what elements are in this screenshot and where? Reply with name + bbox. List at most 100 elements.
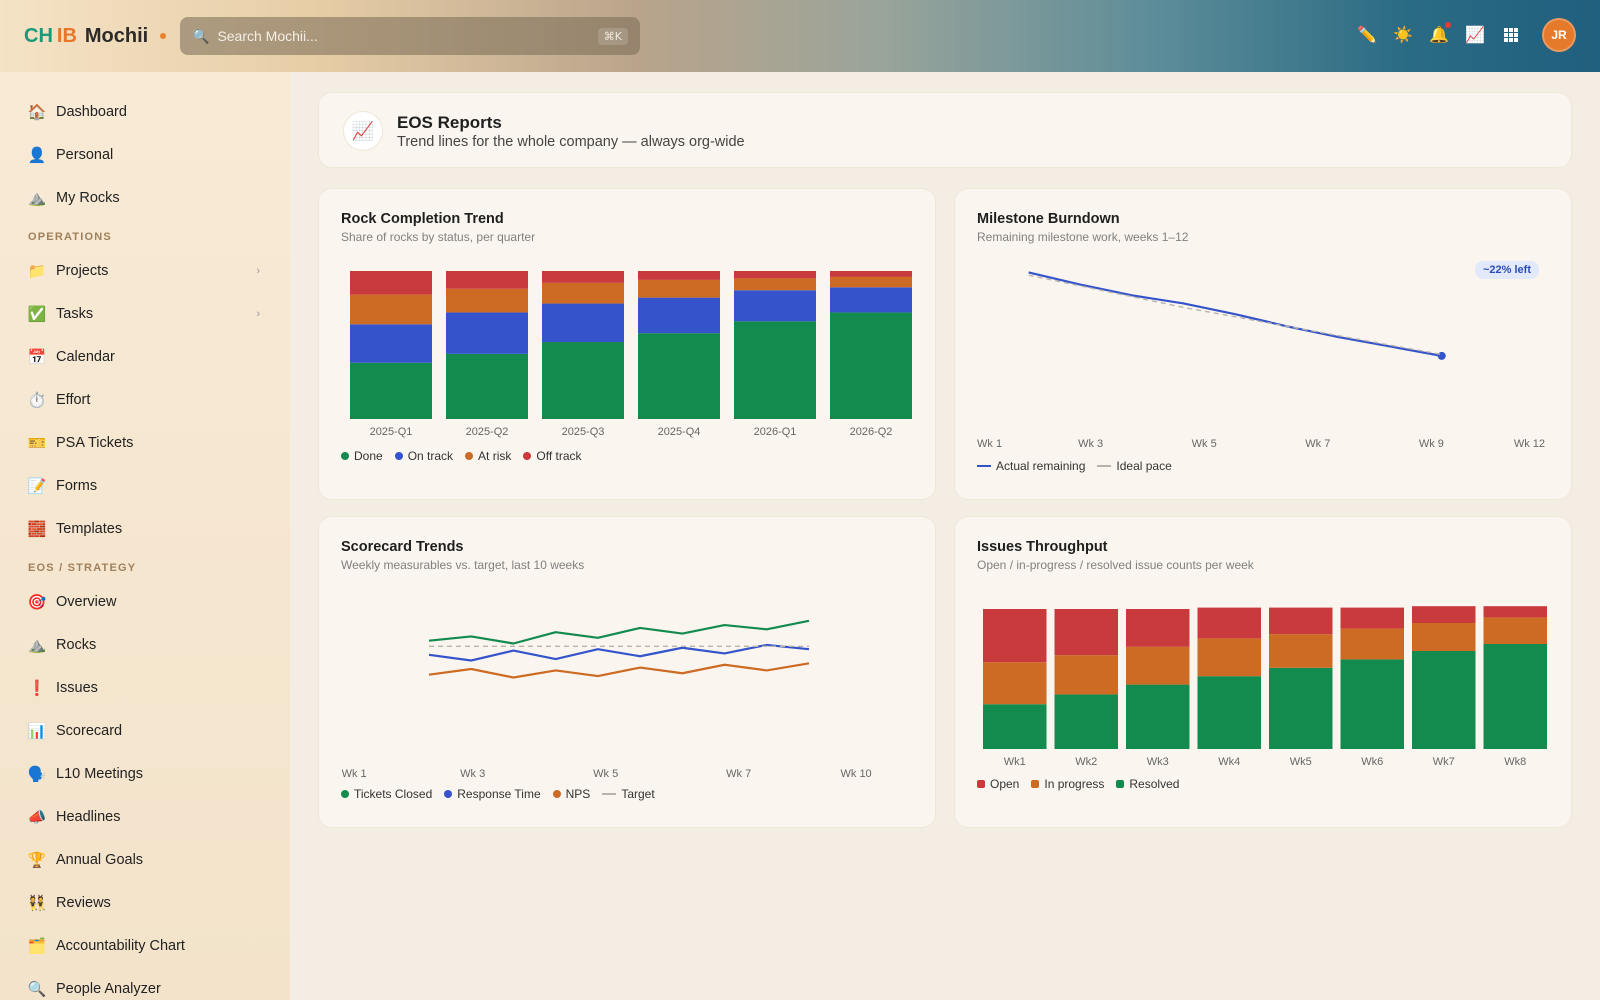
brand-name: Mochii bbox=[84, 24, 149, 47]
x-tick-label: Wk2 bbox=[1075, 756, 1097, 768]
bar-segment-open bbox=[1412, 606, 1476, 623]
legend-item-open: Open bbox=[977, 777, 1019, 791]
bar-segment-done bbox=[734, 321, 816, 419]
search-input[interactable] bbox=[217, 28, 590, 44]
sidebar-item-forms[interactable]: 📝 Forms bbox=[0, 464, 290, 507]
sidebar-item-label: Scorecard bbox=[56, 722, 123, 739]
sidebar-item-scorecard[interactable]: 📊 Scorecard bbox=[0, 709, 290, 752]
sidebar-item-l10-meetings[interactable]: 🗣️ L10 Meetings bbox=[0, 752, 290, 795]
sidebar-item-dashboard[interactable]: 🏠 Dashboard bbox=[0, 90, 290, 133]
bar-segment-at-risk bbox=[350, 294, 432, 325]
chart-legend: Tickets Closed Response Time NPS Target bbox=[341, 787, 655, 801]
chart-title: Issues Throughput bbox=[977, 539, 1108, 555]
legend-item-tickets-closed: Tickets Closed bbox=[341, 787, 432, 801]
chart-subtitle: Weekly measurables vs. target, last 10 w… bbox=[341, 558, 585, 572]
sidebar-item-my-rocks[interactable]: ⛰️ My Rocks bbox=[0, 176, 290, 219]
sidebar-item-templates[interactable]: 🧱 Templates bbox=[0, 507, 290, 550]
chart-subtitle: Share of rocks by status, per quarter bbox=[341, 230, 536, 244]
x-tick-label: 2025-Q3 bbox=[562, 426, 605, 438]
pencil-icon[interactable]: ✏️ bbox=[1357, 27, 1377, 44]
sidebar-item-effort[interactable]: ⏱️ Effort bbox=[0, 378, 290, 421]
sidebar-item-label: Projects bbox=[56, 262, 109, 279]
bar-segment-at-risk bbox=[830, 276, 912, 288]
sidebar-item-issues[interactable]: ❗ Issues bbox=[0, 666, 290, 709]
chevron-right-icon[interactable]: › bbox=[256, 307, 260, 320]
trophy-icon: 🏆 bbox=[27, 851, 47, 869]
grid-icon[interactable] bbox=[1500, 24, 1522, 46]
sidebar-item-rocks[interactable]: ⛰️ Rocks bbox=[0, 623, 290, 666]
legend-label: At risk bbox=[478, 449, 512, 463]
search-shortcut: ⌘K bbox=[597, 27, 628, 45]
x-tick-label: Wk3 bbox=[1147, 756, 1169, 768]
org-chart-icon: 🗂️ bbox=[27, 937, 47, 955]
sidebar-item-overview[interactable]: 🎯 Overview bbox=[0, 580, 290, 623]
sidebar-item-headlines[interactable]: 📣 Headlines bbox=[0, 795, 290, 838]
x-tick-label: Wk 12 bbox=[1514, 438, 1545, 450]
sidebar-item-label: Effort bbox=[56, 391, 91, 408]
chart-legend: Open In progress Resolved bbox=[977, 777, 1179, 791]
sidebar-item-label: L10 Meetings bbox=[56, 765, 144, 782]
bar-segment-off-track bbox=[830, 271, 912, 277]
target-icon: 🎯 bbox=[27, 593, 47, 611]
legend-item-nps: NPS bbox=[552, 787, 591, 801]
chart-icon[interactable]: 📈 bbox=[1465, 27, 1485, 44]
sidebar-item-label: Issues bbox=[56, 679, 98, 696]
bar-segment-off-track bbox=[542, 271, 624, 283]
bar-segment-open bbox=[1269, 607, 1333, 635]
bar-segment-off-track bbox=[350, 271, 432, 295]
legend-item-ideal: Ideal pace bbox=[1097, 459, 1172, 473]
megaphone-icon: 📣 bbox=[27, 808, 47, 826]
legend-label: Actual remaining bbox=[996, 459, 1086, 473]
avatar[interactable]: JR bbox=[1542, 18, 1576, 52]
x-tick-label: Wk 10 bbox=[841, 768, 872, 780]
bar-segment-in-progress bbox=[1197, 638, 1261, 677]
sidebar-item-label: Dashboard bbox=[56, 103, 127, 120]
legend-item-target: Target bbox=[602, 787, 655, 801]
sun-icon[interactable]: ☀️ bbox=[1393, 27, 1413, 44]
top-icons: ✏️ ☀️ 🔔 📈 JR bbox=[1356, 18, 1576, 52]
search-bar[interactable]: 🔍 ⌘K bbox=[180, 17, 640, 55]
series-line-nps bbox=[428, 662, 810, 679]
sidebar-item-personal[interactable]: 👤 Personal bbox=[0, 133, 290, 176]
x-tick-label: Wk 5 bbox=[1192, 438, 1217, 450]
remaining-badge: ~22% left bbox=[1475, 261, 1539, 279]
brand-logo[interactable]: CH IB Mochii bbox=[24, 22, 167, 50]
legend-label: NPS bbox=[565, 787, 591, 801]
bar-segment-done bbox=[638, 333, 720, 419]
legend-item-resolved: Resolved bbox=[1116, 777, 1179, 791]
memo-icon: 📝 bbox=[27, 477, 47, 495]
sidebar-item-label: Calendar bbox=[56, 348, 115, 365]
mountain-icon: ⛰️ bbox=[27, 636, 47, 654]
sidebar-item-tasks[interactable]: ✅ Tasks › bbox=[0, 292, 290, 335]
sidebar-item-annual-goals[interactable]: 🏆 Annual Goals bbox=[0, 838, 290, 881]
sidebar-item-projects[interactable]: 📁 Projects › bbox=[0, 249, 290, 292]
sidebar-item-calendar[interactable]: 📅 Calendar bbox=[0, 335, 290, 378]
x-tick-label: 2025-Q4 bbox=[658, 426, 701, 438]
legend-label: Ideal pace bbox=[1116, 459, 1172, 473]
sidebar-item-reviews[interactable]: 👯 Reviews bbox=[0, 881, 290, 924]
sidebar-item-label: Overview bbox=[56, 593, 117, 610]
page-subtitle: Trend lines for the whole company — alwa… bbox=[397, 134, 745, 150]
legend-label: Response Time bbox=[457, 787, 541, 801]
sidebar-item-people-analyzer[interactable]: 🔍 People Analyzer bbox=[0, 967, 290, 1000]
sidebar-item-label: Templates bbox=[56, 520, 123, 537]
series-line-actual-remaining bbox=[1028, 271, 1442, 357]
chart-title: Milestone Burndown bbox=[977, 211, 1120, 227]
sidebar-item-psa-tickets[interactable]: 🎫 PSA Tickets bbox=[0, 421, 290, 464]
bar-segment-on-track bbox=[350, 324, 432, 363]
series-end-point bbox=[1437, 351, 1446, 360]
section-operations: OPERATIONS bbox=[28, 231, 112, 243]
brand-part-2: IB bbox=[56, 24, 77, 47]
bell-icon[interactable]: 🔔 bbox=[1428, 22, 1451, 46]
chevron-right-icon[interactable]: › bbox=[256, 264, 260, 277]
bar-segment-open bbox=[1197, 607, 1261, 639]
legend-label: Target bbox=[621, 787, 655, 801]
section-eos-strategy: EOS / STRATEGY bbox=[28, 562, 137, 574]
legend-label: Resolved bbox=[1129, 777, 1180, 791]
legend-item-off-track: Off track bbox=[523, 449, 582, 463]
legend-label: Done bbox=[354, 449, 383, 463]
sidebar-item-accountability-chart[interactable]: 🗂️ Accountability Chart bbox=[0, 924, 290, 967]
chart-up-icon: 📈 bbox=[343, 111, 383, 151]
x-tick-label: 2026-Q1 bbox=[754, 426, 797, 438]
page-title: EOS Reports bbox=[397, 113, 502, 132]
